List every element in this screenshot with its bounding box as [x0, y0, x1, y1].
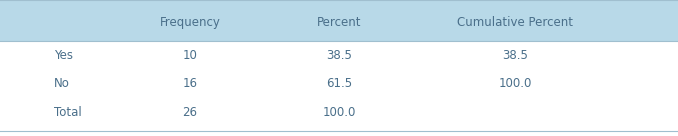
Text: No: No: [54, 77, 70, 90]
Text: 26: 26: [182, 106, 197, 119]
Text: 100.0: 100.0: [322, 106, 356, 119]
Text: Yes: Yes: [54, 49, 73, 62]
Text: 16: 16: [182, 77, 197, 90]
Text: Frequency: Frequency: [159, 16, 220, 29]
Text: 38.5: 38.5: [502, 49, 528, 62]
Text: 10: 10: [182, 49, 197, 62]
Bar: [0, 0, 678, 41]
Text: 61.5: 61.5: [326, 77, 352, 90]
Text: 38.5: 38.5: [326, 49, 352, 62]
Text: Percent: Percent: [317, 16, 361, 29]
Text: Total: Total: [54, 106, 82, 119]
Text: Cumulative Percent: Cumulative Percent: [457, 16, 574, 29]
Text: 100.0: 100.0: [498, 77, 532, 90]
